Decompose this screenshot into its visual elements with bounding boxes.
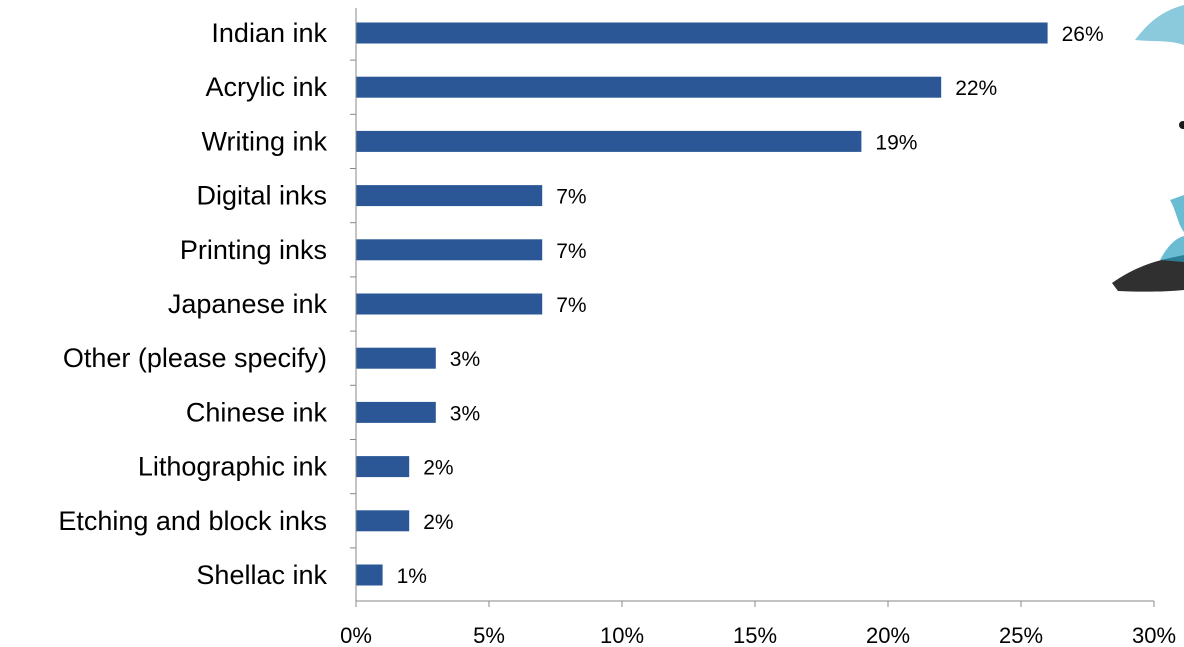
bar: [356, 293, 543, 315]
ink-splash-teal-top: [1135, 5, 1184, 45]
x-tick-label: 20%: [866, 623, 910, 647]
bar: [356, 130, 862, 152]
x-tick-label: 5%: [473, 623, 505, 647]
category-label: Chinese ink: [186, 397, 328, 427]
category-label: Japanese ink: [168, 289, 328, 319]
data-label: 7%: [556, 294, 586, 317]
labels: Indian ink 26% Acrylic ink 22% Writing ink 19…: [58, 18, 1176, 647]
bar: [356, 22, 1048, 44]
x-tick-label: 0%: [340, 623, 372, 647]
ink-splash-teal-mid: [1170, 195, 1184, 232]
category-label: Lithographic ink: [138, 452, 328, 482]
data-label: 2%: [423, 511, 453, 534]
bar: [356, 347, 436, 369]
data-label: 3%: [450, 402, 480, 425]
bar: [356, 510, 410, 532]
category-label: Indian ink: [211, 18, 327, 48]
data-label: 7%: [556, 186, 586, 209]
bar: [356, 564, 383, 586]
data-label: 22%: [955, 77, 997, 100]
bar: [356, 401, 436, 423]
x-tick-label: 25%: [999, 623, 1043, 647]
data-label: 2%: [423, 457, 453, 480]
x-tick-label: 30%: [1132, 623, 1176, 647]
category-label: Shellac ink: [196, 560, 327, 590]
data-label: 1%: [397, 565, 427, 588]
axes: [350, 8, 1155, 607]
data-label: 7%: [556, 240, 586, 263]
category-label: Other (please specify): [63, 343, 327, 373]
x-tick-label: 10%: [600, 623, 644, 647]
x-tick-label: 15%: [733, 623, 777, 647]
data-label: 26%: [1062, 23, 1104, 46]
ink-splash-teal-low: [1160, 236, 1184, 262]
category-label: Writing ink: [201, 126, 327, 156]
category-label: Printing inks: [180, 235, 327, 265]
category-label: Etching and block inks: [58, 506, 327, 536]
bar: [356, 76, 942, 98]
bars: [356, 22, 1048, 586]
ink-splash-decoration: [1112, 5, 1184, 292]
bar: [356, 456, 410, 478]
data-label: 19%: [875, 131, 917, 154]
bar: [356, 185, 543, 207]
ink-dot: [1179, 121, 1184, 129]
ink-stroke-dark: [1112, 255, 1184, 292]
bar: [356, 239, 543, 261]
data-label: 3%: [450, 348, 480, 371]
category-label: Digital inks: [196, 181, 327, 211]
category-label: Acrylic ink: [205, 72, 327, 102]
